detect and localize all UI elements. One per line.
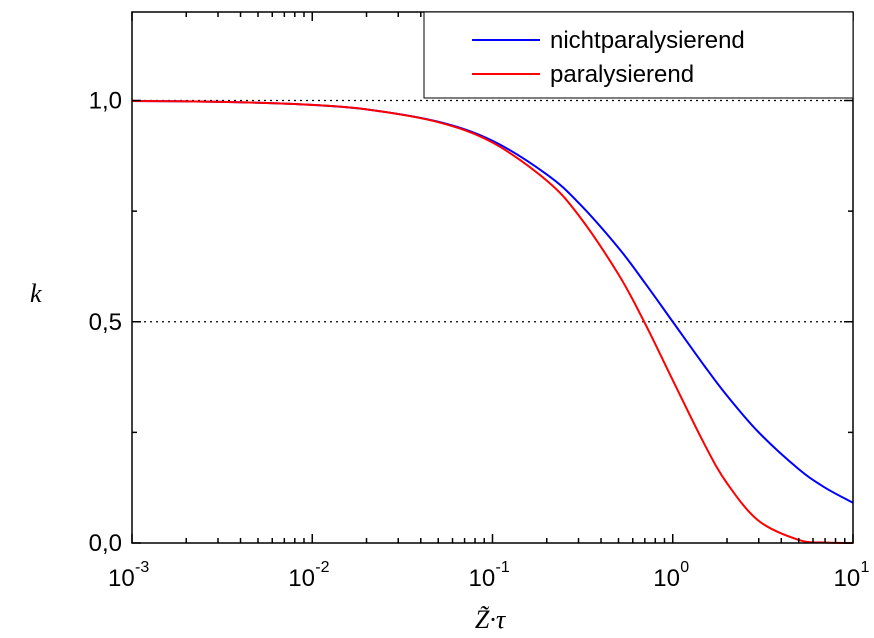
x-tick-base: 10 <box>653 565 680 592</box>
x-tick-exponent: -2 <box>315 559 329 576</box>
reference-lines <box>132 99 853 323</box>
x-tick-exponent: -1 <box>496 559 510 576</box>
x-tick-base: 10 <box>288 565 315 592</box>
y-tick-labels: 0,0 0,5 1,0 <box>89 88 122 558</box>
x-tick-label: 10 0 <box>653 559 689 592</box>
x-tick-label: 10 -2 <box>288 559 329 592</box>
y-axis-title: k <box>30 279 42 308</box>
x-axis-title: Z̃·τ <box>475 605 507 634</box>
legend-label-paralysierend: paralysierend <box>550 61 694 88</box>
x-tick-exponent: 0 <box>680 559 689 576</box>
y-tick-label: 0,0 <box>89 530 122 557</box>
legend: nichtparalysierend paralysierend <box>423 11 854 99</box>
series-line-nichtparalysierend <box>131 99 854 504</box>
plot-series <box>131 99 854 544</box>
x-tick-label: 10 1 <box>834 559 870 592</box>
series-line-paralysierend <box>131 99 854 544</box>
x-tick-base: 10 <box>108 565 135 592</box>
x-tick-labels: 10 -3 10 -2 10 -1 10 0 10 1 <box>108 559 870 592</box>
legend-box <box>423 11 854 99</box>
y-tick-label: 0,5 <box>89 309 122 336</box>
x-tick-base: 10 <box>469 565 496 592</box>
x-tick-exponent: -3 <box>135 559 149 576</box>
x-tick-label: 10 -1 <box>469 559 510 592</box>
y-tick-label: 1,0 <box>89 88 122 115</box>
legend-label-nichtparalysierend: nichtparalysierend <box>550 27 745 54</box>
x-tick-exponent: 1 <box>861 559 870 576</box>
x-tick-label: 10 -3 <box>108 559 149 592</box>
x-tick-base: 10 <box>834 565 861 592</box>
